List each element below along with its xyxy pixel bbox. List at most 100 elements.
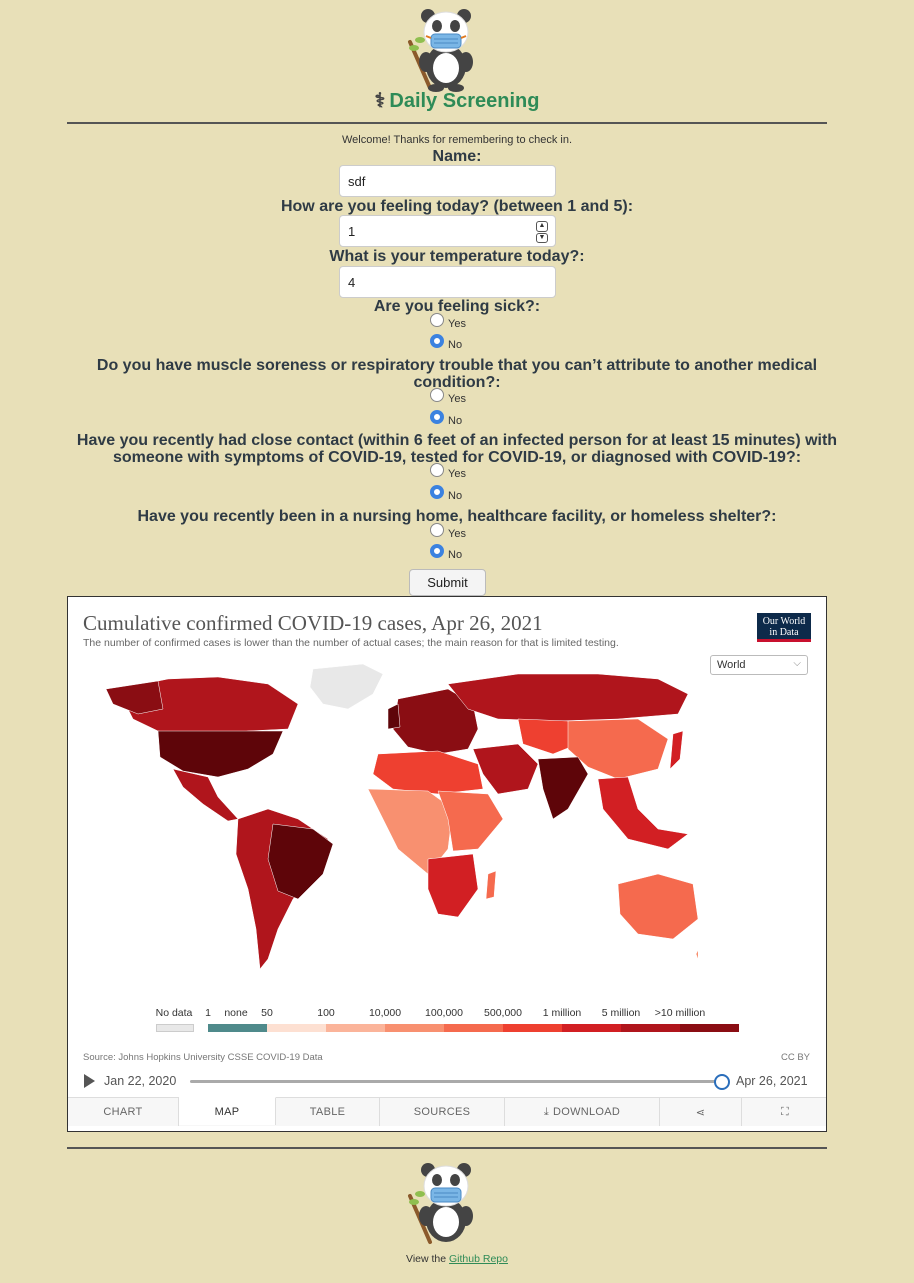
facility-label: Have you recently been in a nursing home… — [137, 508, 777, 525]
page-title: ⚕ Daily Screening — [374, 90, 540, 112]
name-label: Name: — [432, 148, 482, 165]
footer: View the Github Repo — [406, 1253, 508, 1265]
region-middle-east — [472, 743, 539, 795]
contact-no-radio[interactable]: No — [430, 485, 462, 502]
region-usa — [157, 730, 284, 778]
number-stepper[interactable]: ▲ ▼ — [536, 221, 548, 243]
play-icon[interactable] — [84, 1074, 95, 1088]
github-repo-link[interactable]: Github Repo — [449, 1253, 508, 1265]
soreness-no-radio[interactable]: No — [430, 410, 462, 427]
radio-checked-icon[interactable] — [430, 544, 444, 558]
chart-title: Cumulative confirmed COVID-19 cases, Apr… — [83, 611, 543, 635]
region-china — [567, 718, 669, 780]
legend-swatch — [680, 1024, 739, 1032]
chart-source: Source: Johns Hopkins University CSSE CO… — [83, 1052, 323, 1063]
stepper-up-icon[interactable]: ▲ — [536, 221, 548, 232]
legend-none-label: none — [224, 1007, 248, 1019]
panda-logo-icon — [408, 9, 473, 92]
chevron-down-icon: ⌵ — [793, 658, 801, 669]
stethoscope-icon: ⚕ — [374, 90, 386, 112]
region-east-africa — [437, 790, 504, 852]
region-central-asia — [517, 718, 579, 755]
chart-subtitle: The number of confirmed cases is lower t… — [83, 637, 619, 649]
radio-checked-icon[interactable] — [430, 334, 444, 348]
region-select[interactable]: World ⌵ — [710, 655, 808, 675]
soreness-label: Do you have muscle soreness or respirato… — [96, 357, 818, 391]
region-alaska — [105, 680, 164, 715]
region-greenland — [309, 663, 384, 710]
tab-sources[interactable]: SOURCES — [380, 1098, 505, 1126]
region-southeast-asia — [597, 776, 689, 850]
region-russia — [447, 673, 689, 722]
submit-button[interactable]: Submit — [409, 569, 486, 596]
share-icon: ⋖ — [695, 1106, 706, 1119]
tab-table[interactable]: TABLE — [276, 1098, 380, 1126]
legend-label: 100,000 — [425, 1007, 463, 1019]
region-canada — [117, 676, 299, 738]
download-icon: ⤓ — [543, 1105, 549, 1118]
radio-unchecked-icon[interactable] — [430, 463, 444, 477]
legend-swatch — [621, 1024, 680, 1032]
license-link[interactable]: CC BY — [780, 1052, 810, 1063]
radio-unchecked-icon[interactable] — [430, 313, 444, 327]
sick-yes-radio[interactable]: Yes — [430, 313, 466, 330]
region-japan — [669, 730, 684, 770]
legend-label: 1 million — [542, 1007, 582, 1019]
legend-no-data-label: No data — [155, 1007, 193, 1019]
legend-label: 50 — [261, 1007, 273, 1019]
region-southern-africa — [427, 853, 479, 918]
legend-label: 1 — [205, 1007, 211, 1019]
contact-yes-radio[interactable]: Yes — [430, 463, 466, 480]
tab-chart[interactable]: CHART — [68, 1098, 179, 1126]
owid-logo[interactable]: Our World in Data — [757, 613, 811, 642]
divider-top — [67, 122, 827, 124]
region-new-zealand — [695, 949, 698, 960]
facility-no-radio[interactable]: No — [430, 544, 462, 561]
timeline-handle[interactable] — [714, 1074, 730, 1090]
feeling-number-input[interactable]: 1 ▲ ▼ — [339, 215, 556, 247]
facility-yes-radio[interactable]: Yes — [430, 523, 466, 540]
name-input[interactable]: sdf — [339, 165, 556, 197]
timeline-start-date: Jan 22, 2020 — [104, 1074, 177, 1088]
legend-label: 100 — [317, 1007, 335, 1019]
fullscreen-icon: ⛶ — [781, 1105, 789, 1118]
legend-swatch — [326, 1024, 385, 1032]
legend-label: 5 million — [601, 1007, 641, 1019]
radio-checked-icon[interactable] — [430, 485, 444, 499]
region-india — [537, 756, 589, 820]
region-australia — [617, 873, 698, 940]
legend-no-data-swatch — [156, 1024, 194, 1032]
divider-bottom — [67, 1147, 827, 1149]
region-mexico — [172, 768, 239, 822]
stepper-down-icon[interactable]: ▼ — [536, 232, 548, 243]
legend-swatch — [503, 1024, 562, 1032]
share-button[interactable]: ⋖ — [660, 1098, 742, 1126]
radio-unchecked-icon[interactable] — [430, 523, 444, 537]
panda-logo-footer-icon — [408, 1163, 473, 1244]
legend-swatch — [444, 1024, 503, 1032]
region-brazil — [267, 823, 334, 900]
tab-map[interactable]: MAP — [179, 1097, 276, 1125]
contact-label: Have you recently had close contact (wit… — [76, 432, 838, 466]
covid-map-embed[interactable]: Cumulative confirmed COVID-19 cases, Apr… — [67, 596, 827, 1132]
legend-swatch — [267, 1024, 326, 1032]
feeling-label: How are you feeling today? (between 1 an… — [280, 198, 634, 215]
welcome-message: Welcome! Thanks for remembering to check… — [341, 134, 573, 146]
radio-checked-icon[interactable] — [430, 410, 444, 424]
timeline-slider[interactable] — [190, 1080, 722, 1083]
world-map[interactable] — [98, 659, 698, 989]
legend-none-swatch — [208, 1024, 267, 1032]
sick-label: Are you feeling sick?: — [373, 298, 541, 315]
fullscreen-button[interactable]: ⛶ — [742, 1098, 826, 1126]
legend-label: 10,000 — [368, 1007, 402, 1019]
chart-tabs: CHART MAP TABLE SOURCES ⤓ DOWNLOAD ⋖ ⛶ — [68, 1097, 826, 1126]
legend-label: 500,000 — [484, 1007, 522, 1019]
legend-label: >10 million — [654, 1007, 706, 1019]
soreness-yes-radio[interactable]: Yes — [430, 388, 466, 405]
temperature-label: What is your temperature today?: — [329, 248, 585, 265]
temperature-input[interactable]: 4 — [339, 266, 556, 298]
radio-unchecked-icon[interactable] — [430, 388, 444, 402]
region-uk — [387, 703, 401, 730]
sick-no-radio[interactable]: No — [430, 334, 462, 351]
tab-download[interactable]: ⤓ DOWNLOAD — [505, 1098, 660, 1126]
